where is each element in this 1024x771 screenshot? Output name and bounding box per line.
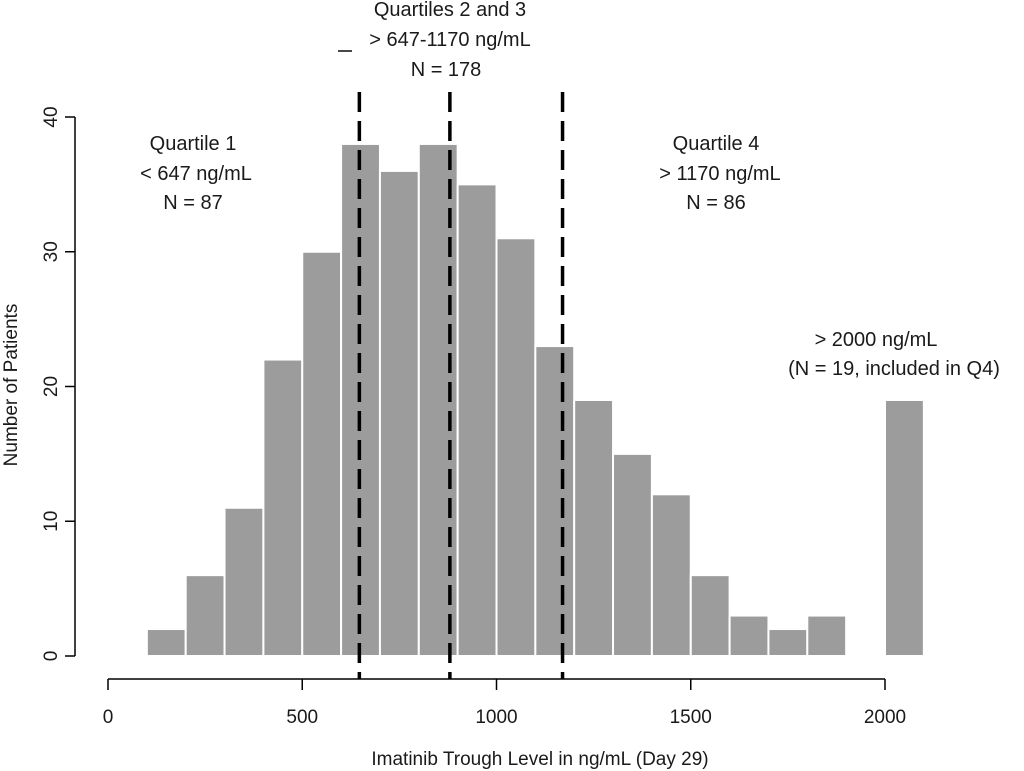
annotation-quartile-1: Quartile 1 < 647 ng/mL N = 87 <box>140 133 252 214</box>
quartile-cutoff-lines <box>357 92 565 679</box>
y-tick-label-30: 30 <box>41 241 62 262</box>
y-tick-label-20: 20 <box>41 376 62 397</box>
histogram-bar-700-800 <box>378 169 420 657</box>
x-axis: 0 500 1000 1500 2000 <box>103 678 906 728</box>
histogram-bar-1100-1200 <box>534 345 576 657</box>
histogram-bar-100-200 <box>145 628 187 657</box>
histogram-bar-2000-2100 <box>884 398 925 657</box>
histogram-bar-800-900 <box>417 142 459 657</box>
annotation-quartile-1-count: N = 87 <box>163 192 222 214</box>
annotation-quartiles-2-3-range: > 647-1170 ng/mL <box>369 29 530 51</box>
histogram-bar-1200-1300 <box>573 398 615 657</box>
x-tick-label-500: 500 <box>286 707 318 728</box>
histogram-bar-1600-1700 <box>728 614 770 658</box>
x-axis-ticks: 0 500 1000 1500 2000 <box>103 679 906 728</box>
histogram-bars <box>145 142 925 658</box>
annotation-quartile-4-count: N = 86 <box>686 192 745 214</box>
x-tick-label-2000: 2000 <box>864 707 906 728</box>
y-tick-label-10: 10 <box>41 511 62 532</box>
annotation-over-2000: > 2000 ng/mL (N = 19, included in Q4) <box>788 329 1000 380</box>
histogram-bar-1500-1600 <box>689 574 731 658</box>
histogram-bar-1400-1500 <box>650 493 692 657</box>
annotation-quartile-4-title: Quartile 4 <box>673 133 760 155</box>
histogram-bar-1300-1400 <box>612 452 653 657</box>
histogram-bar-500-600 <box>301 250 343 657</box>
x-tick-label-1500: 1500 <box>670 707 712 728</box>
x-axis-title: Imatinib Trough Level in ng/mL (Day 29) <box>371 749 708 770</box>
annotation-quartile-4: Quartile 4 > 1170 ng/mL N = 86 <box>659 133 780 214</box>
histogram-bar-1700-1800 <box>767 628 809 657</box>
y-axis-title: Number of Patients <box>1 304 22 467</box>
y-tick-label-0: 0 <box>41 651 62 662</box>
histogram-bar-300-400 <box>223 506 265 657</box>
annotation-quartiles-2-3-count: N = 178 <box>411 59 482 81</box>
annotation-quartile-1-title: Quartile 1 <box>150 133 237 155</box>
histogram-bar-1800-1900 <box>806 614 848 658</box>
x-tick-label-1000: 1000 <box>475 707 517 728</box>
annotation-quartiles-2-3: Quartiles 2 and 3 > 647-1170 ng/mL N = 1… <box>338 0 531 81</box>
annotation-over-2000-note: (N = 19, included in Q4) <box>788 358 1000 380</box>
y-tick-label-40: 40 <box>41 106 62 127</box>
annotation-quartiles-2-3-title: Quartiles 2 and 3 <box>374 0 526 21</box>
y-axis: 0 10 20 30 40 <box>41 106 76 661</box>
histogram-bar-900-1000 <box>456 183 498 657</box>
histogram-bar-200-300 <box>184 574 226 658</box>
annotation-quartile-4-range: > 1170 ng/mL <box>659 163 780 185</box>
histogram-bar-400-500 <box>262 358 304 657</box>
histogram-bar-1000-1100 <box>495 237 537 657</box>
annotation-over-2000-title: > 2000 ng/mL <box>815 329 938 351</box>
x-tick-label-0: 0 <box>103 707 114 728</box>
annotation-quartile-1-range: < 647 ng/mL <box>140 163 252 185</box>
y-axis-ticks: 0 10 20 30 40 <box>41 106 75 661</box>
